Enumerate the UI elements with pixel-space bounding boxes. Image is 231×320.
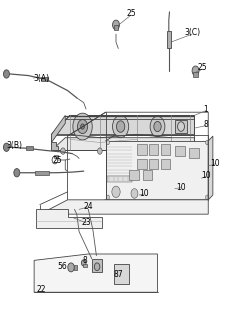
Text: 56: 56: [57, 262, 66, 271]
Polygon shape: [34, 254, 157, 292]
Bar: [113, 25, 118, 30]
Text: 10: 10: [200, 172, 210, 180]
Bar: [92, 260, 102, 271]
Polygon shape: [207, 136, 212, 200]
Text: 8: 8: [82, 256, 87, 265]
Circle shape: [106, 195, 109, 199]
Bar: [137, 159, 146, 169]
Text: 22: 22: [36, 284, 46, 293]
Circle shape: [112, 20, 119, 30]
Bar: [192, 72, 197, 76]
Circle shape: [97, 148, 102, 154]
Bar: [175, 146, 184, 156]
Circle shape: [60, 148, 65, 154]
Circle shape: [81, 260, 86, 266]
Text: 25: 25: [197, 63, 206, 72]
Text: 10: 10: [175, 183, 185, 192]
Polygon shape: [51, 138, 194, 150]
Circle shape: [112, 116, 128, 138]
Text: 8: 8: [203, 120, 207, 130]
Bar: [160, 144, 169, 155]
Bar: [188, 148, 198, 158]
Bar: [74, 265, 76, 270]
Circle shape: [80, 124, 84, 129]
Text: 10: 10: [138, 189, 148, 198]
Text: 23: 23: [81, 218, 91, 227]
Circle shape: [136, 148, 141, 154]
Text: 3(C): 3(C): [183, 28, 199, 37]
Circle shape: [3, 70, 9, 78]
Bar: [137, 144, 146, 155]
Circle shape: [111, 186, 120, 197]
Circle shape: [205, 195, 208, 199]
Circle shape: [131, 189, 137, 198]
Circle shape: [149, 116, 164, 137]
Bar: [113, 264, 128, 284]
Polygon shape: [36, 209, 102, 228]
Circle shape: [3, 143, 9, 151]
Bar: [166, 31, 170, 49]
Bar: [174, 120, 187, 133]
Text: 3(B): 3(B): [6, 141, 22, 150]
Bar: [41, 77, 48, 81]
Text: 3(A): 3(A): [33, 74, 49, 83]
Polygon shape: [51, 116, 65, 142]
Polygon shape: [51, 116, 194, 134]
Bar: [143, 170, 152, 180]
Text: 24: 24: [83, 202, 93, 211]
Circle shape: [153, 122, 161, 132]
Circle shape: [177, 148, 182, 154]
Bar: [26, 146, 33, 150]
Circle shape: [73, 113, 92, 140]
Circle shape: [77, 120, 87, 133]
Bar: [82, 264, 87, 268]
Circle shape: [191, 66, 198, 76]
Bar: [35, 171, 49, 175]
Bar: [129, 170, 138, 180]
Bar: [148, 144, 158, 155]
Circle shape: [205, 140, 208, 145]
Circle shape: [94, 263, 99, 270]
Text: 10: 10: [210, 159, 219, 168]
Circle shape: [177, 122, 184, 131]
Polygon shape: [51, 142, 58, 150]
Bar: [160, 159, 169, 169]
Bar: [54, 155, 58, 158]
Bar: [106, 176, 132, 182]
Circle shape: [106, 140, 109, 145]
Text: 87: 87: [113, 270, 123, 279]
Text: 25: 25: [52, 156, 62, 164]
Bar: [105, 141, 207, 200]
Polygon shape: [40, 200, 207, 214]
Circle shape: [14, 169, 20, 177]
Circle shape: [116, 121, 124, 132]
Circle shape: [67, 263, 74, 272]
Bar: [148, 159, 158, 169]
Text: 1: 1: [203, 105, 207, 114]
Text: 25: 25: [126, 9, 135, 18]
